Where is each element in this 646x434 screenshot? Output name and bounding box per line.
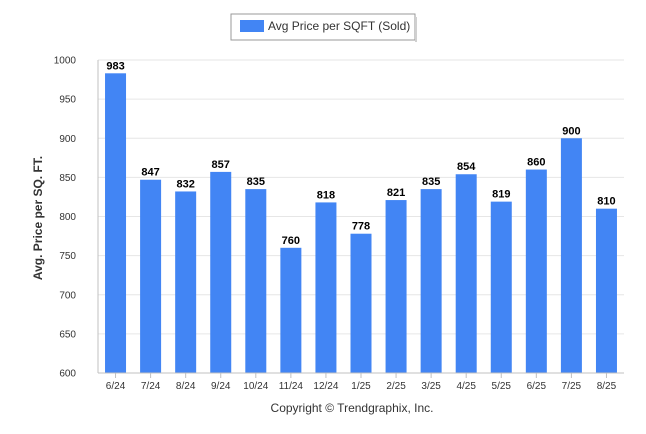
- legend-swatch: [240, 20, 264, 32]
- bar[interactable]: [420, 189, 442, 373]
- data-label: 860: [527, 157, 545, 169]
- x-tick-label: 11/24: [279, 381, 304, 392]
- data-label: 983: [106, 60, 124, 72]
- y-tick-label: 850: [59, 173, 76, 184]
- x-tick-label: 2/25: [386, 381, 406, 392]
- y-tick-label: 600: [59, 369, 76, 380]
- bar[interactable]: [525, 169, 547, 373]
- data-label: 832: [176, 178, 194, 190]
- bar[interactable]: [350, 233, 372, 373]
- data-label: 760: [282, 235, 300, 247]
- y-tick-label: 950: [59, 95, 76, 106]
- y-tick-label: 700: [59, 290, 76, 301]
- x-tick-label: 6/25: [527, 381, 547, 392]
- bar[interactable]: [490, 201, 512, 373]
- bar[interactable]: [560, 138, 582, 373]
- x-tick-label: 3/25: [421, 381, 441, 392]
- data-label: 854: [457, 161, 476, 173]
- data-label: 818: [317, 189, 335, 201]
- x-tick-label: 9/24: [211, 381, 231, 392]
- data-label: 835: [422, 176, 440, 188]
- y-tick-label: 900: [59, 134, 76, 145]
- bars: 983 847 832 857 835 760 818 778 821 835 854 819 860 9…: [105, 60, 617, 374]
- data-label: 847: [141, 167, 159, 179]
- x-tick-label: 5/25: [492, 381, 512, 392]
- x-tick-label: 7/25: [562, 381, 582, 392]
- data-label: 835: [247, 176, 265, 188]
- bar[interactable]: [315, 202, 337, 373]
- data-label: 810: [597, 196, 615, 208]
- axes: 600 650 700 750 800 850 900 950 1000 6/24 7/24 8/24…: [54, 56, 624, 392]
- y-axis-title: Avg. Price per SQ. FT.: [31, 156, 45, 280]
- y-tick-label: 650: [59, 329, 76, 340]
- legend-box-shadow: [415, 17, 417, 42]
- x-tick-label: 6/24: [106, 381, 126, 392]
- data-label: 819: [492, 189, 510, 201]
- data-label: 857: [212, 159, 230, 171]
- legend-series-label: Avg Price per SQFT (Sold): [268, 19, 410, 33]
- x-tick-label: 8/24: [176, 381, 196, 392]
- bar[interactable]: [280, 247, 302, 373]
- y-tick-label: 750: [59, 251, 76, 262]
- x-tick-label: 8/25: [597, 381, 617, 392]
- y-tick-label: 1000: [54, 56, 77, 67]
- chart-legend[interactable]: Avg Price per SQFT (Sold): [230, 13, 417, 42]
- bar[interactable]: [175, 191, 197, 373]
- bar[interactable]: [245, 189, 267, 373]
- bar[interactable]: [595, 208, 617, 373]
- data-label: 900: [562, 125, 580, 137]
- bar[interactable]: [105, 73, 127, 374]
- bar[interactable]: [385, 200, 407, 373]
- data-label: 821: [387, 187, 405, 199]
- y-tick-label: 800: [59, 212, 76, 223]
- copyright-footer: Copyright © Trendgraphix, Inc.: [271, 401, 434, 415]
- bar[interactable]: [140, 179, 162, 373]
- x-tick-label: 12/24: [313, 381, 338, 392]
- x-tick-label: 1/25: [351, 381, 371, 392]
- data-label: 778: [352, 221, 370, 233]
- x-tick-label: 7/24: [141, 381, 161, 392]
- x-tick-label: 4/25: [456, 381, 476, 392]
- bar[interactable]: [210, 171, 232, 373]
- bar[interactable]: [455, 174, 477, 373]
- x-tick-label: 10/24: [243, 381, 268, 392]
